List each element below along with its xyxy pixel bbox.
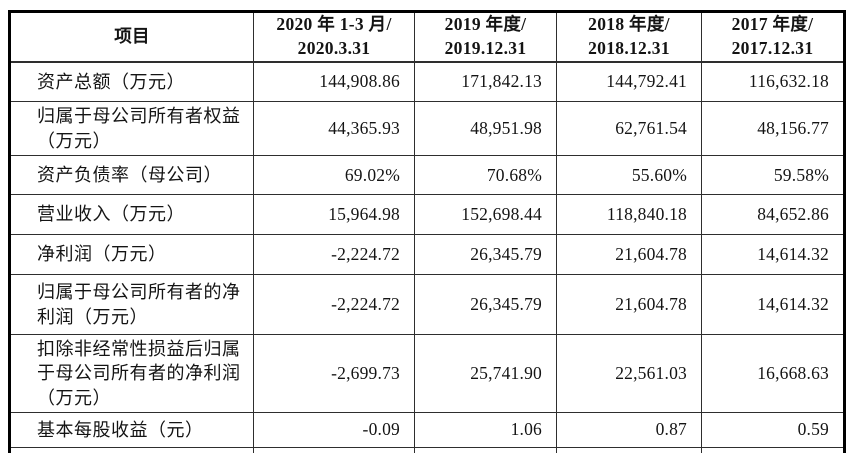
row-label: 归属于母公司所有者权益（万元）: [9, 101, 254, 156]
cell-value: 171,842.13: [414, 61, 557, 102]
table-row: 营业收入（万元） 15,964.98 152,698.44 118,840.18…: [9, 194, 845, 235]
cell-value: [253, 446, 415, 453]
row-label: 净利润（万元）: [9, 234, 254, 275]
header-period-line2: 2017.12.31: [731, 37, 814, 58]
cell-value: 14,614.32: [701, 234, 845, 275]
cell-value: 116,632.18: [701, 61, 845, 102]
row-label: 基本每股收益（元）: [9, 411, 254, 448]
cell-value: [701, 446, 845, 453]
cell-value: 0.59: [701, 411, 845, 448]
row-label: 营业收入（万元）: [9, 194, 254, 235]
cell-value: [556, 446, 702, 453]
cell-value: 144,908.86: [253, 61, 415, 102]
cell-value: 26,345.79: [414, 234, 557, 275]
cell-value: 55.60%: [556, 155, 702, 195]
table-row: 归属于母公司所有者权益（万元） 44,365.93 48,951.98 62,7…: [9, 101, 845, 156]
cell-value: 84,652.86: [701, 194, 845, 235]
table-header: 项目 2020 年 1-3 月/ 2020.3.31 2019 年度/ 2019…: [9, 11, 845, 63]
cell-value: 16,668.63: [701, 334, 845, 413]
header-period-line2: 2019.12.31: [444, 37, 527, 58]
header-row: 项目 2020 年 1-3 月/ 2020.3.31 2019 年度/ 2019…: [9, 11, 845, 63]
table-row: 归属于母公司所有者的净利润（万元） -2,224.72 26,345.79 21…: [9, 274, 845, 335]
row-label: 资产总额（万元）: [9, 61, 254, 102]
cell-value: [414, 446, 557, 453]
cell-value: 69.02%: [253, 155, 415, 195]
cell-value: -2,699.73: [253, 334, 415, 413]
header-period-line2: 2018.12.31: [588, 37, 670, 58]
table-row: 资产负债率（母公司） 69.02% 70.68% 55.60% 59.58%: [9, 155, 845, 195]
header-item: 项目: [9, 11, 254, 63]
header-period-line1: 2020 年 1-3 月/: [276, 14, 392, 35]
header-period-2018: 2018 年度/ 2018.12.31: [556, 11, 702, 63]
header-period-line1: 2019 年度/: [444, 14, 527, 35]
cell-value: 48,951.98: [414, 101, 557, 156]
row-label: [9, 446, 254, 453]
header-period-line2: 2020.3.31: [297, 37, 371, 58]
cell-value: 70.68%: [414, 155, 557, 195]
table-row: 基本每股收益（元） -0.09 1.06 0.87 0.59: [9, 411, 845, 448]
row-label: 扣除非经常性损益后归属于母公司所有者的净利润（万元）: [9, 334, 254, 413]
cell-value: 22,561.03: [556, 334, 702, 413]
header-period-line1: 2018 年度/: [588, 14, 670, 35]
cell-value: 1.06: [414, 411, 557, 448]
cell-value: -0.09: [253, 411, 415, 448]
cell-value: 0.87: [556, 411, 702, 448]
cell-value: 118,840.18: [556, 194, 702, 235]
cell-value: 21,604.78: [556, 234, 702, 275]
table-body: 资产总额（万元） 144,908.86 171,842.13 144,792.4…: [9, 61, 845, 453]
header-period-2019: 2019 年度/ 2019.12.31: [414, 11, 557, 63]
cell-value: 25,741.90: [414, 334, 557, 413]
cell-value: 26,345.79: [414, 274, 557, 335]
cell-value: 21,604.78: [556, 274, 702, 335]
header-period-2017: 2017 年度/ 2017.12.31: [701, 11, 845, 63]
cell-value: 59.58%: [701, 155, 845, 195]
cell-value: 48,156.77: [701, 101, 845, 156]
header-period-2020: 2020 年 1-3 月/ 2020.3.31: [253, 11, 415, 63]
cell-value: -2,224.72: [253, 274, 415, 335]
row-label: 归属于母公司所有者的净利润（万元）: [9, 274, 254, 335]
table-row: 净利润（万元） -2,224.72 26,345.79 21,604.78 14…: [9, 234, 845, 275]
row-label: 资产负债率（母公司）: [9, 155, 254, 195]
table-row: 资产总额（万元） 144,908.86 171,842.13 144,792.4…: [9, 61, 845, 102]
cell-value: -2,224.72: [253, 234, 415, 275]
financial-summary-table: 项目 2020 年 1-3 月/ 2020.3.31 2019 年度/ 2019…: [8, 10, 846, 453]
cell-value: 44,365.93: [253, 101, 415, 156]
cell-value: 62,761.54: [556, 101, 702, 156]
table-row: 扣除非经常性损益后归属于母公司所有者的净利润（万元） -2,699.73 25,…: [9, 334, 845, 413]
header-period-line1: 2017 年度/: [731, 14, 814, 35]
table-row-partial: [9, 446, 845, 453]
cell-value: 15,964.98: [253, 194, 415, 235]
cell-value: 152,698.44: [414, 194, 557, 235]
cell-value: 14,614.32: [701, 274, 845, 335]
cell-value: 144,792.41: [556, 61, 702, 102]
